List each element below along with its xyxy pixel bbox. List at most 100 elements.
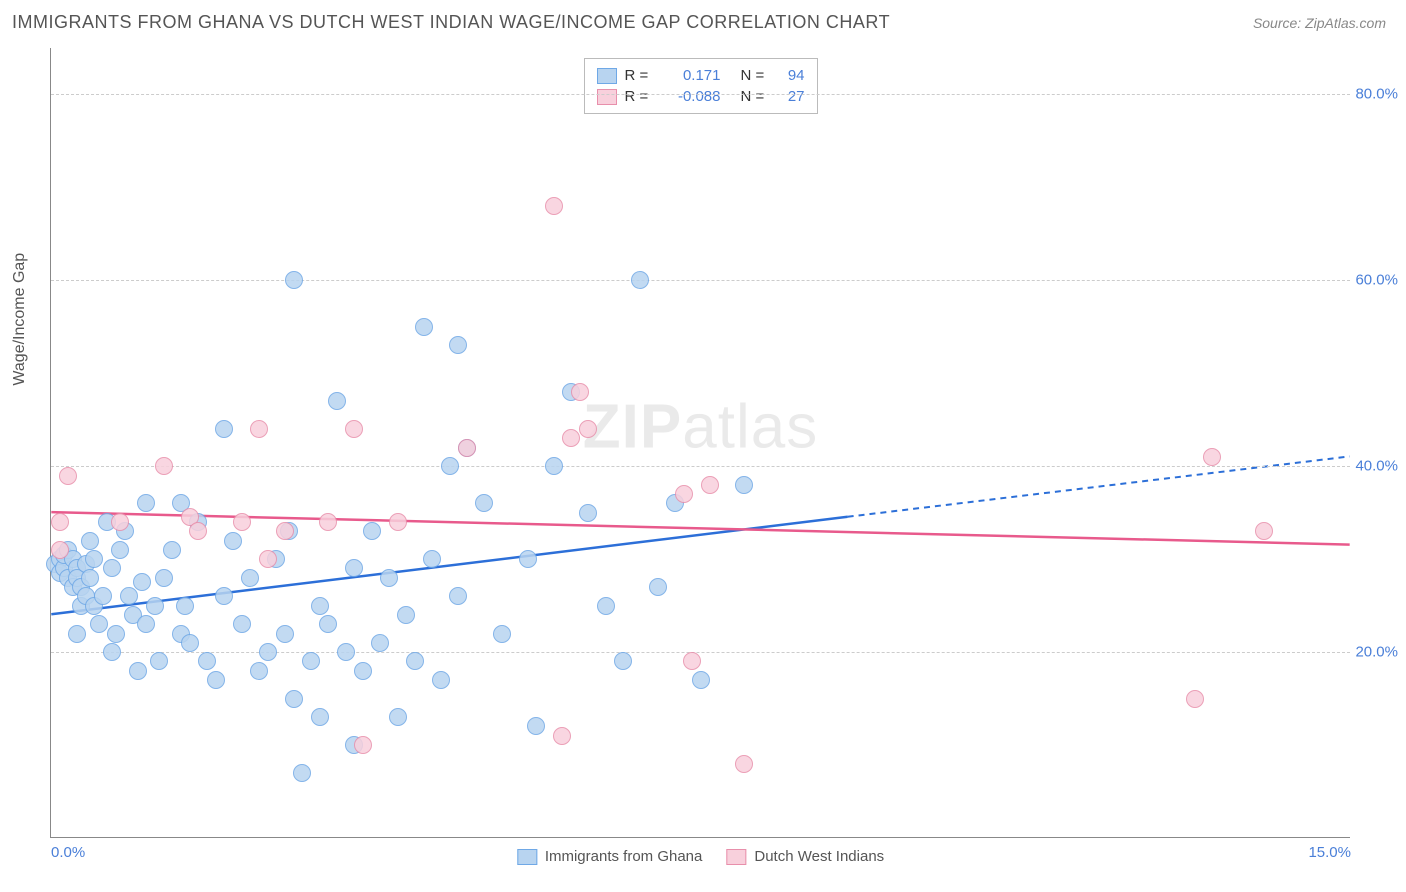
scatter-point xyxy=(449,587,467,605)
x-tick-label: 15.0% xyxy=(1308,844,1351,861)
scatter-point xyxy=(59,467,77,485)
scatter-point xyxy=(649,578,667,596)
scatter-point xyxy=(389,513,407,531)
scatter-point xyxy=(519,550,537,568)
scatter-point xyxy=(1186,690,1204,708)
scatter-point xyxy=(155,569,173,587)
scatter-point xyxy=(354,662,372,680)
n-value: 27 xyxy=(775,88,805,105)
scatter-point xyxy=(155,457,173,475)
scatter-point xyxy=(571,383,589,401)
scatter-point xyxy=(207,671,225,689)
scatter-point xyxy=(85,550,103,568)
y-tick-label: 80.0% xyxy=(1355,86,1398,103)
scatter-point xyxy=(363,522,381,540)
scatter-point xyxy=(345,559,363,577)
scatter-point xyxy=(345,420,363,438)
scatter-point xyxy=(545,457,563,475)
scatter-point xyxy=(735,476,753,494)
scatter-point xyxy=(562,429,580,447)
scatter-point xyxy=(103,559,121,577)
scatter-point xyxy=(354,736,372,754)
scatter-point xyxy=(371,634,389,652)
scatter-point xyxy=(285,690,303,708)
scatter-point xyxy=(415,318,433,336)
scatter-point xyxy=(701,476,719,494)
scatter-point xyxy=(81,569,99,587)
scatter-point xyxy=(133,573,151,591)
scatter-point xyxy=(675,485,693,503)
scatter-point xyxy=(176,597,194,615)
scatter-point xyxy=(631,271,649,289)
legend-swatch xyxy=(597,68,617,84)
scatter-point xyxy=(51,541,69,559)
scatter-point xyxy=(68,625,86,643)
scatter-point xyxy=(181,634,199,652)
x-tick-label: 0.0% xyxy=(51,844,85,861)
scatter-point xyxy=(432,671,450,689)
scatter-point xyxy=(319,513,337,531)
scatter-point xyxy=(614,652,632,670)
r-label: R = xyxy=(625,67,653,84)
gridline xyxy=(51,652,1350,653)
scatter-point xyxy=(276,625,294,643)
legend-swatch xyxy=(726,849,746,865)
scatter-point xyxy=(120,587,138,605)
legend-swatch xyxy=(597,89,617,105)
legend-label: Dutch West Indians xyxy=(754,848,884,865)
scatter-point xyxy=(597,597,615,615)
scatter-point xyxy=(250,662,268,680)
scatter-point xyxy=(111,513,129,531)
scatter-point xyxy=(389,708,407,726)
scatter-point xyxy=(337,643,355,661)
y-tick-label: 40.0% xyxy=(1355,458,1398,475)
scatter-point xyxy=(319,615,337,633)
legend-item: Dutch West Indians xyxy=(726,848,884,865)
trend-lines xyxy=(51,48,1350,837)
scatter-point xyxy=(311,597,329,615)
scatter-point xyxy=(259,643,277,661)
scatter-point xyxy=(103,643,121,661)
scatter-point xyxy=(449,336,467,354)
legend-row: R = 0.171 N = 94 xyxy=(597,65,805,86)
scatter-point xyxy=(233,513,251,531)
n-value: 94 xyxy=(775,67,805,84)
scatter-point xyxy=(81,532,99,550)
scatter-point xyxy=(293,764,311,782)
plot-area: ZIPatlas R =0.171N =94R =-0.088N =27 Imm… xyxy=(50,48,1350,838)
watermark: ZIPatlas xyxy=(583,391,818,462)
scatter-point xyxy=(259,550,277,568)
y-tick-label: 20.0% xyxy=(1355,644,1398,661)
scatter-point xyxy=(189,522,207,540)
r-label: R = xyxy=(625,88,653,105)
scatter-point xyxy=(302,652,320,670)
gridline xyxy=(51,466,1350,467)
scatter-point xyxy=(545,197,563,215)
scatter-point xyxy=(233,615,251,633)
scatter-point xyxy=(163,541,181,559)
n-label: N = xyxy=(741,88,767,105)
scatter-point xyxy=(406,652,424,670)
legend-swatch xyxy=(517,849,537,865)
r-value: 0.171 xyxy=(661,67,721,84)
scatter-point xyxy=(250,420,268,438)
series-legend: Immigrants from Ghana Dutch West Indians xyxy=(517,848,884,865)
scatter-point xyxy=(276,522,294,540)
scatter-point xyxy=(90,615,108,633)
legend-item: Immigrants from Ghana xyxy=(517,848,703,865)
scatter-point xyxy=(328,392,346,410)
scatter-point xyxy=(111,541,129,559)
chart-title: IMMIGRANTS FROM GHANA VS DUTCH WEST INDI… xyxy=(12,12,890,33)
scatter-point xyxy=(579,504,597,522)
scatter-point xyxy=(146,597,164,615)
scatter-point xyxy=(458,439,476,457)
scatter-point xyxy=(215,420,233,438)
n-label: N = xyxy=(741,67,767,84)
scatter-point xyxy=(441,457,459,475)
y-tick-label: 60.0% xyxy=(1355,272,1398,289)
scatter-point xyxy=(224,532,242,550)
scatter-point xyxy=(129,662,147,680)
scatter-point xyxy=(527,717,545,735)
scatter-point xyxy=(198,652,216,670)
scatter-point xyxy=(107,625,125,643)
